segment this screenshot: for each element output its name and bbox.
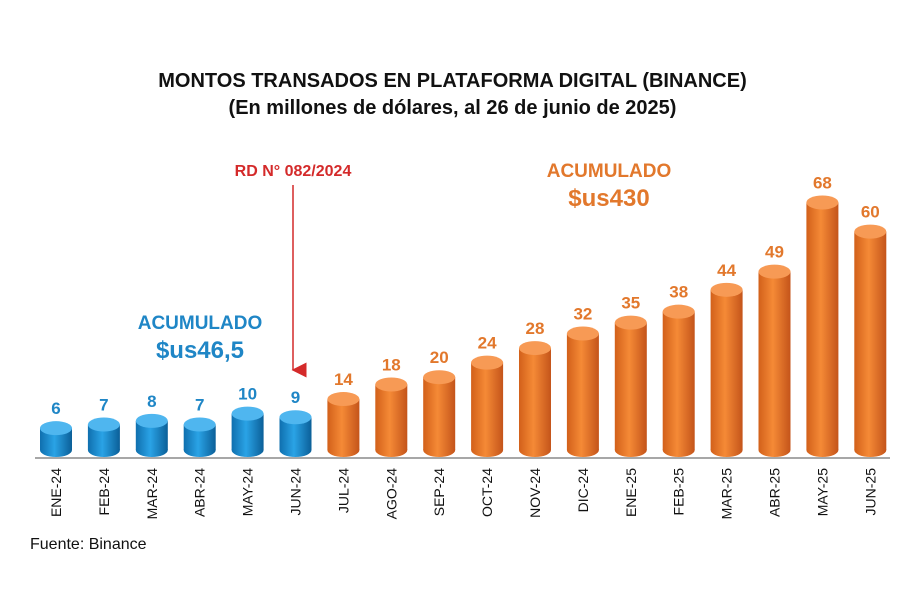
bar-ago-24 xyxy=(375,377,408,457)
value-label: 32 xyxy=(573,305,592,324)
bar-mar-24 xyxy=(135,413,168,457)
x-tick-label: DIC-24 xyxy=(575,468,591,513)
x-tick-label: MAY-25 xyxy=(814,468,830,516)
bar-nov-24 xyxy=(519,341,551,457)
x-tick-label: SEP-24 xyxy=(431,468,447,516)
bar-ene-24 xyxy=(40,421,72,457)
value-label: 10 xyxy=(238,385,257,404)
x-tick-label: FEB-24 xyxy=(96,468,112,516)
value-label: 9 xyxy=(291,388,300,407)
value-label: 24 xyxy=(478,334,497,353)
bar-ene-25 xyxy=(614,315,647,457)
bar-jul-24 xyxy=(327,392,360,457)
bar-feb-24 xyxy=(87,417,120,457)
x-tick-label: MAY-24 xyxy=(240,468,256,516)
x-tick-label: JUN-24 xyxy=(288,468,304,516)
x-tick-label: NOV-24 xyxy=(527,468,543,518)
x-tick-label: ABR-24 xyxy=(192,468,208,517)
bar-may-24 xyxy=(231,406,264,457)
value-label: 28 xyxy=(526,319,545,338)
orange-accumulated-label: ACUMULADO xyxy=(547,161,672,182)
x-tick-label: FEB-25 xyxy=(671,468,687,516)
bar-mar-25 xyxy=(710,282,743,457)
bar-feb-25 xyxy=(662,304,695,457)
bar-may-25 xyxy=(806,195,839,457)
x-tick-label: JUN-25 xyxy=(862,468,878,516)
x-tick-label: ENE-25 xyxy=(623,468,639,517)
bar-abr-25 xyxy=(758,264,791,457)
x-tick-label: MAR-25 xyxy=(719,468,735,520)
value-label: 14 xyxy=(334,370,353,389)
value-label: 20 xyxy=(430,348,449,367)
x-tick-label: OCT-24 xyxy=(479,468,495,517)
value-label: 38 xyxy=(669,283,688,302)
bar-jun-25 xyxy=(854,224,887,457)
chart-subtitle: (En millones de dólares, al 26 de junio … xyxy=(228,97,677,119)
blue-accumulated-label: ACUMULADO xyxy=(138,313,263,334)
x-tick-label: MAR-24 xyxy=(144,468,160,520)
x-tick-label: JUL-24 xyxy=(335,468,351,513)
x-tick-label: ABR-25 xyxy=(767,468,783,517)
value-label: 7 xyxy=(195,396,204,415)
x-tick-label: ENE-24 xyxy=(48,468,64,517)
x-tick-label: AGO-24 xyxy=(383,468,399,520)
orange-accumulated-value: $us430 xyxy=(568,185,649,212)
value-label: 6 xyxy=(51,399,60,418)
value-label: 44 xyxy=(717,261,736,280)
bar-abr-24 xyxy=(183,417,216,457)
value-label: 60 xyxy=(861,203,880,222)
value-label: 18 xyxy=(382,355,401,374)
blue-accumulated-value: $us46,5 xyxy=(156,337,244,364)
value-label: 8 xyxy=(147,392,156,411)
chart-title: MONTOS TRANSADOS EN PLATAFORMA DIGITAL (… xyxy=(158,70,747,92)
bar-jun-24 xyxy=(279,410,312,457)
bar-sep-24 xyxy=(423,370,456,457)
source-note: Fuente: Binance xyxy=(30,536,147,553)
value-label: 7 xyxy=(99,396,108,415)
value-label: 68 xyxy=(813,173,832,192)
value-label: 35 xyxy=(621,294,640,313)
regulation-marker-label: RD N° 082/2024 xyxy=(235,163,352,180)
bar-dic-24 xyxy=(566,326,599,457)
bar-oct-24 xyxy=(471,355,504,457)
value-label: 49 xyxy=(765,243,784,262)
